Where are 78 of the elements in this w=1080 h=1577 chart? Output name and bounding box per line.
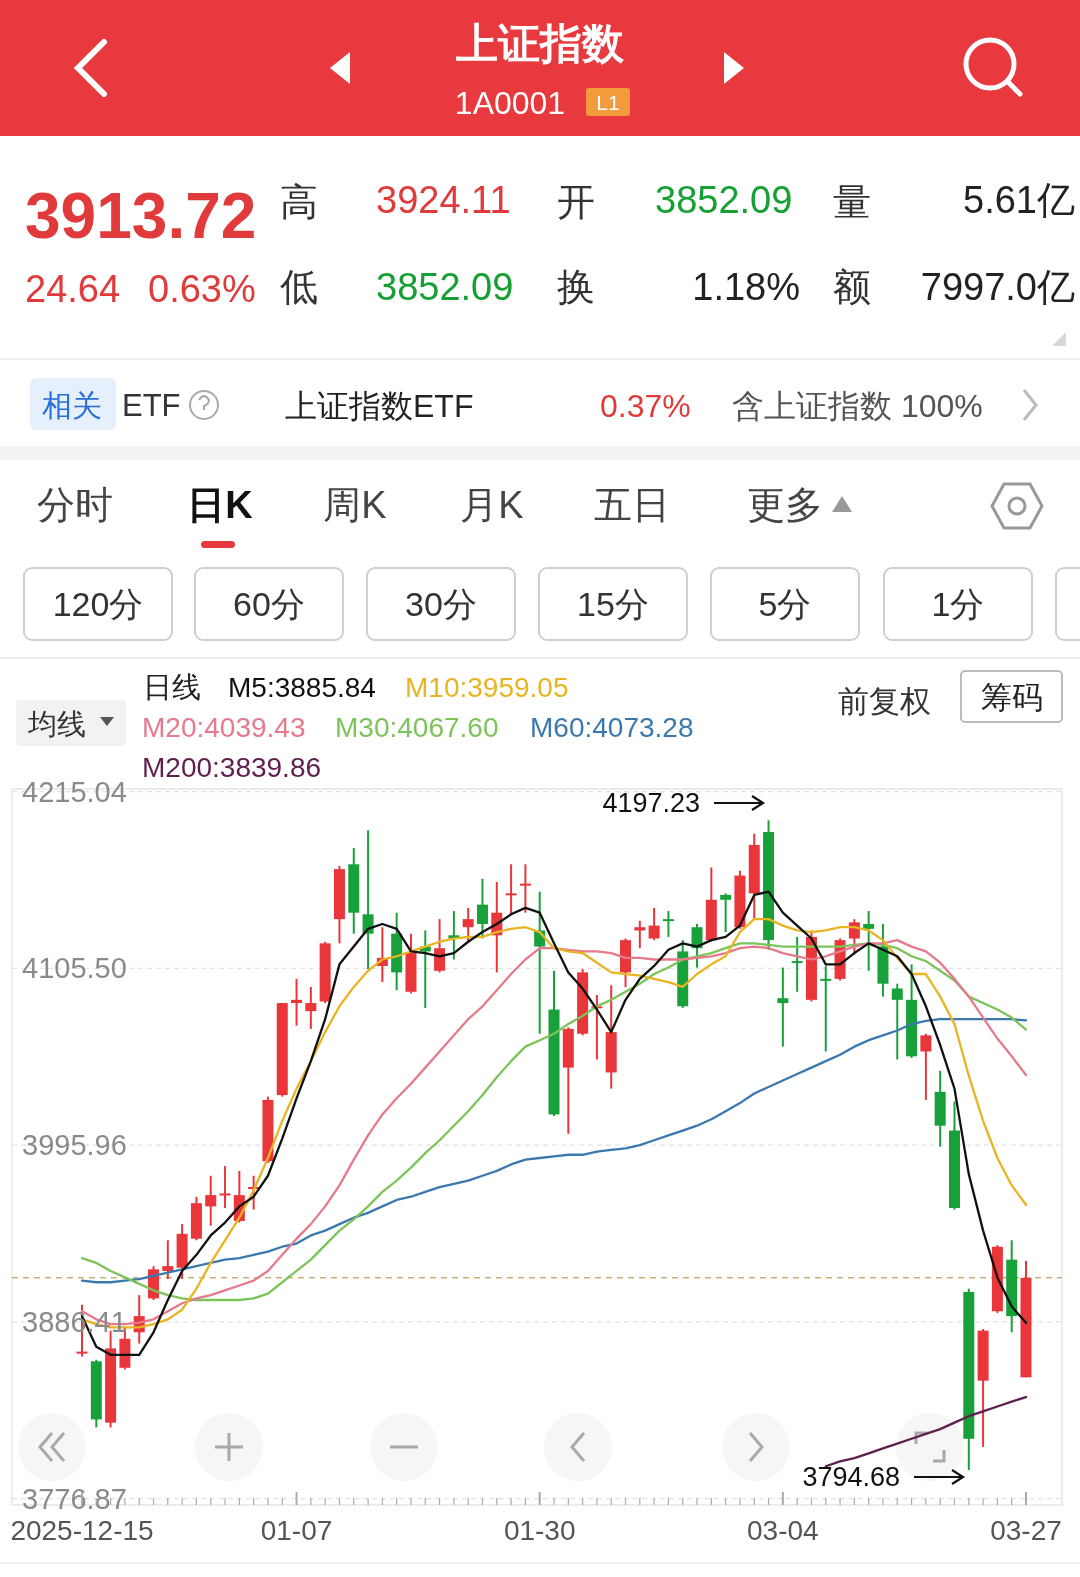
text: ETF xyxy=(122,388,181,423)
candlestick xyxy=(434,918,446,974)
chart-title: 上证指数 xyxy=(455,20,625,67)
text: 3924.11 xyxy=(376,179,511,221)
annotation: 4197.23 xyxy=(602,788,700,818)
x-tick-label: 2025-12-15 xyxy=(10,1515,154,1546)
text: 五日 xyxy=(594,484,670,526)
text: 上证指数ETF xyxy=(285,388,474,424)
text: 0.37% xyxy=(600,388,691,424)
text: 24.64 xyxy=(25,268,121,310)
text: 筹码 xyxy=(981,680,1043,715)
candlestick xyxy=(777,966,789,1048)
text: 周K xyxy=(323,484,387,526)
text: 日K xyxy=(187,484,254,526)
y-tick-label: 4105.50 xyxy=(22,952,127,985)
text: 额 xyxy=(833,266,871,308)
candlestick xyxy=(205,1174,217,1227)
text: 开 xyxy=(557,181,595,223)
text: M5:3885.84 xyxy=(228,672,376,703)
candlestick xyxy=(820,964,832,1053)
text: 60分 xyxy=(233,585,305,623)
text: 1.18% xyxy=(692,266,800,308)
candlestick xyxy=(662,910,674,938)
text: 前复权 xyxy=(838,684,931,719)
text: 日线 xyxy=(143,671,201,703)
candlestick xyxy=(505,863,517,916)
x-tick-label: 01-30 xyxy=(503,1515,576,1546)
text: 15分 xyxy=(577,585,649,623)
x-tick-label: 03-04 xyxy=(747,1515,819,1546)
y-tick-label: 3776.87 xyxy=(22,1482,127,1515)
annotation: 3794.68 xyxy=(802,1462,900,1492)
candlestick xyxy=(476,877,488,940)
y-tick-label: 3995.96 xyxy=(22,1129,127,1162)
y-tick-label: 4215.04 xyxy=(22,775,127,808)
candlestick xyxy=(720,892,732,934)
candlestick xyxy=(891,982,903,1061)
candlestick xyxy=(848,918,860,956)
text: 0.63% xyxy=(148,268,256,310)
text: 3913.72 xyxy=(25,180,257,252)
text: M60:4073.28 xyxy=(530,712,694,743)
candlestick xyxy=(648,906,660,942)
candlestick xyxy=(219,1165,231,1210)
text: 1分 xyxy=(931,585,985,623)
text: 7997.0亿 xyxy=(920,266,1075,308)
text: 低 xyxy=(280,266,318,308)
text: 高 xyxy=(280,181,318,223)
x-tick-label: 01-07 xyxy=(260,1515,333,1546)
text: M30:4067.60 xyxy=(335,712,499,743)
text: 换 xyxy=(557,266,595,308)
candlestick xyxy=(305,985,317,1030)
text: 30分 xyxy=(405,585,477,623)
text: 相关 xyxy=(42,389,102,422)
text: 分时 xyxy=(37,484,113,526)
text: 3852.09 xyxy=(376,266,514,308)
text: 3852.09 xyxy=(655,179,793,221)
text: 量 xyxy=(833,181,871,223)
text: M200:3839.86 xyxy=(142,752,322,783)
text: 含上证指数 100% xyxy=(732,388,983,424)
text: 更多 xyxy=(747,484,823,526)
candlestick xyxy=(291,977,303,1027)
candlestick xyxy=(634,919,646,950)
text: M10:3959.05 xyxy=(405,672,569,703)
text: L1 xyxy=(596,91,620,114)
chart-subtitle: 1A0001 xyxy=(454,85,566,121)
candlestick xyxy=(519,863,531,914)
candlestick xyxy=(863,910,875,972)
text: 月K xyxy=(460,484,524,526)
x-tick-label: 03-27 xyxy=(990,1515,1062,1546)
line-series xyxy=(824,1395,1028,1468)
candlestick xyxy=(920,1032,932,1101)
text: 5分 xyxy=(758,585,812,623)
candlestick xyxy=(791,935,803,993)
text: 均线 xyxy=(27,708,86,740)
text: M20:4039.43 xyxy=(142,712,306,743)
text: 5.61亿 xyxy=(963,179,1075,221)
text: 120分 xyxy=(52,585,144,623)
candlestick xyxy=(462,906,474,943)
candlestick xyxy=(162,1239,174,1281)
